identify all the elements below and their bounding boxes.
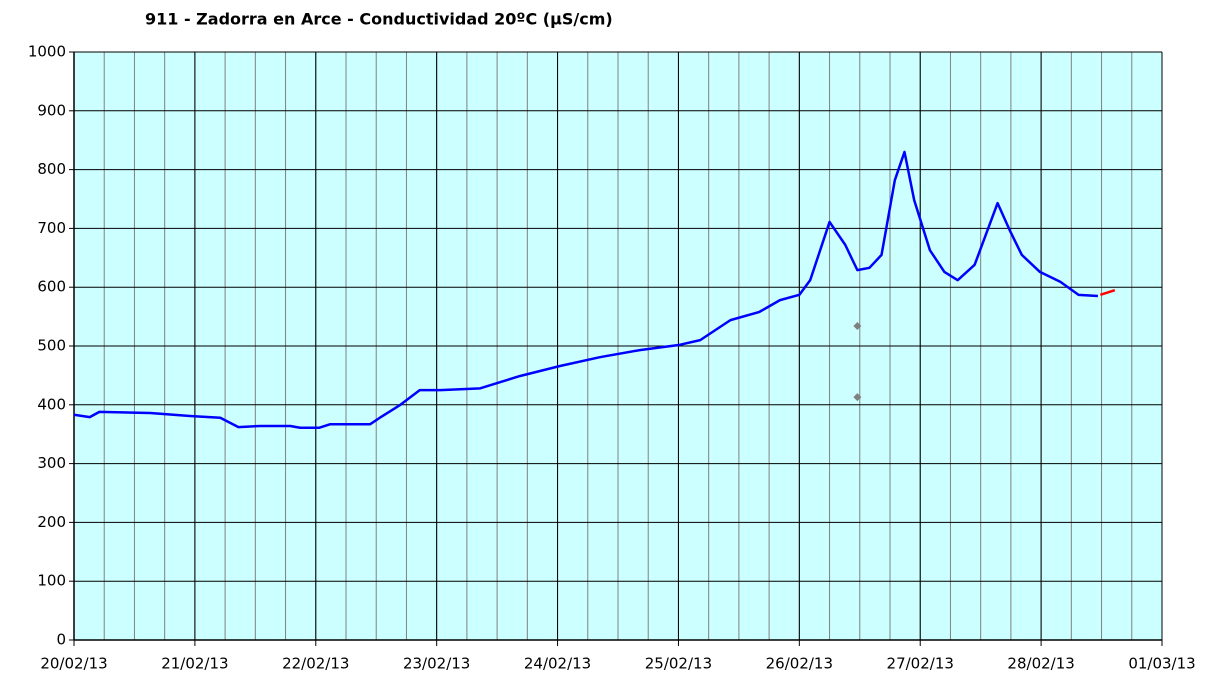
y-tick-label: 0 <box>56 631 66 649</box>
data-line <box>1099 288 1116 297</box>
x-tick-label: 22/02/13 <box>282 655 349 673</box>
marker <box>853 322 862 331</box>
y-tick-label: 800 <box>37 160 66 178</box>
x-tick-label: 21/02/13 <box>161 655 228 673</box>
y-tick-label: 700 <box>37 219 66 237</box>
x-tick-label: 26/02/13 <box>766 655 833 673</box>
x-tick-label: 01/03/13 <box>1128 655 1195 673</box>
y-tick-label: 900 <box>37 101 66 119</box>
marker <box>853 393 862 402</box>
y-tick-label: 300 <box>37 454 66 472</box>
x-tick-label: 27/02/13 <box>887 655 954 673</box>
y-tick-label: 600 <box>37 278 66 296</box>
y-tick-label: 400 <box>37 395 66 413</box>
y-tick-label: 200 <box>37 513 66 531</box>
x-tick-label: 28/02/13 <box>1007 655 1074 673</box>
y-tick-label: 1000 <box>28 43 66 61</box>
x-tick-label: 23/02/13 <box>403 655 470 673</box>
chart-title: 911 - Zadorra en Arce - Conductividad 20… <box>145 10 613 29</box>
y-tick-label: 100 <box>37 572 66 590</box>
x-tick-label: 20/02/13 <box>40 655 107 673</box>
x-tick-label: 25/02/13 <box>645 655 712 673</box>
data-line <box>73 150 1099 429</box>
x-tick-label: 24/02/13 <box>524 655 591 673</box>
y-tick-label: 500 <box>37 337 66 355</box>
